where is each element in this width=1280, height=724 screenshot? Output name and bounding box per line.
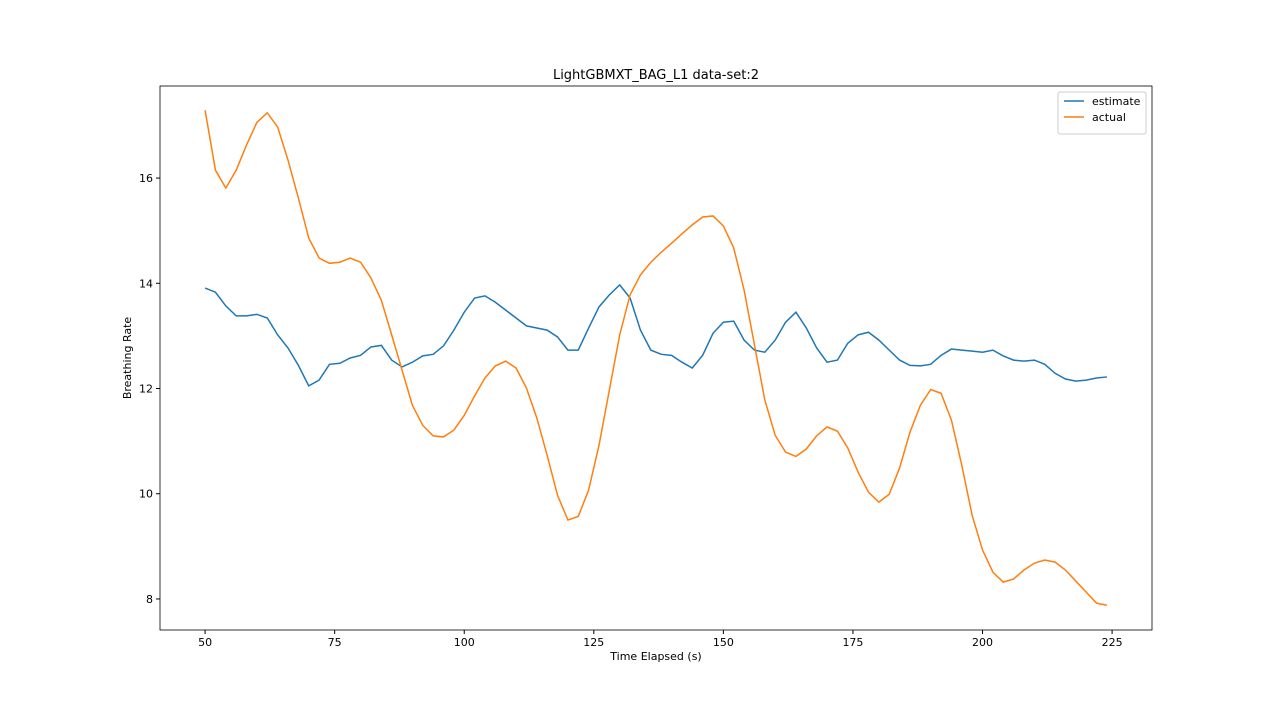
x-tick-label: 100	[454, 636, 475, 649]
y-tick-label: 10	[139, 488, 153, 501]
x-axis-label: Time Elapsed (s)	[609, 650, 701, 663]
x-tick-label: 75	[328, 636, 342, 649]
y-axis-label: Breathing Rate	[121, 317, 134, 400]
plot-frame	[159, 85, 1153, 631]
x-tick-label: 175	[842, 636, 863, 649]
x-tick-label: 50	[198, 636, 212, 649]
legend-label: actual	[1092, 111, 1126, 124]
x-tick-label: 125	[583, 636, 604, 649]
line-series	[204, 283, 1107, 387]
x-tick-label: 225	[1102, 636, 1123, 649]
line-series	[204, 110, 1108, 607]
y-tick-label: 14	[139, 277, 153, 290]
chart-title: LightGBMXT_BAG_L1 data-set:2	[553, 68, 759, 83]
y-tick-label: 8	[146, 593, 153, 606]
x-tick-label: 200	[972, 636, 993, 649]
legend-label: estimate	[1092, 95, 1141, 108]
legend-box	[1057, 91, 1147, 135]
x-tick-label: 150	[713, 636, 734, 649]
y-tick-label: 16	[139, 172, 153, 185]
y-tick-label: 12	[139, 383, 153, 396]
